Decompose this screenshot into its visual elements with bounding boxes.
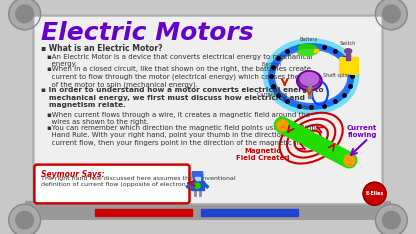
Bar (95, 209, 192, 216)
Circle shape (383, 5, 400, 23)
Bar (25, 201, 391, 220)
Bar (347, 51, 350, 60)
Text: ▪ What is an Electric Motor?: ▪ What is an Electric Motor? (40, 44, 162, 53)
Bar (193, 174, 202, 181)
Circle shape (195, 183, 200, 188)
Ellipse shape (344, 49, 352, 53)
Circle shape (363, 182, 386, 205)
Text: Current flow: Current flow (257, 91, 287, 97)
Ellipse shape (298, 44, 316, 51)
Circle shape (383, 211, 400, 229)
Text: Shaft spins: Shaft spins (324, 73, 351, 78)
Circle shape (9, 204, 40, 234)
Text: Magnetic
Field Created: Magnetic Field Created (236, 148, 290, 161)
Bar (201, 209, 298, 216)
Text: ▪You can remember which direction the magnetic field points using the Right
  Ha: ▪You can remember which direction the ma… (47, 125, 318, 146)
Ellipse shape (299, 71, 320, 87)
Bar (314, 49, 318, 52)
Bar (195, 177, 200, 180)
Text: ▪When in a closed circuit, like that shown on the right, the batteries create
  : ▪When in a closed circuit, like that sho… (47, 66, 318, 88)
Text: Seymour Says:: Seymour Says: (40, 170, 104, 179)
Bar (191, 181, 203, 190)
Text: ▪An Electric Motor is a device that converts electrical energy to mechanical
  e: ▪An Electric Motor is a device that conv… (47, 54, 312, 67)
FancyBboxPatch shape (192, 172, 203, 177)
Text: Battery: Battery (299, 37, 318, 42)
Text: Motor: Motor (300, 105, 315, 110)
Circle shape (16, 211, 33, 229)
Circle shape (9, 0, 40, 30)
Text: ▪When current flows through a wire, it creates a magnetic field around the
  wir: ▪When current flows through a wire, it c… (47, 112, 310, 125)
Text: Electric Motors: Electric Motors (40, 21, 253, 45)
FancyBboxPatch shape (35, 165, 189, 203)
Circle shape (16, 5, 33, 23)
Text: Electron: Electron (261, 62, 282, 67)
Text: Switch: Switch (340, 41, 356, 47)
Bar (307, 84, 311, 99)
Circle shape (376, 204, 407, 234)
Bar (298, 47, 316, 53)
Ellipse shape (297, 71, 322, 91)
Ellipse shape (298, 50, 316, 56)
FancyBboxPatch shape (340, 58, 358, 74)
Circle shape (376, 0, 407, 30)
Text: E-Elles: E-Elles (366, 191, 384, 196)
Text: Current
flowing: Current flowing (347, 125, 377, 139)
FancyBboxPatch shape (33, 16, 383, 204)
Text: ▪ In order to understand how a motor converts electrical energy to
   mechanical: ▪ In order to understand how a motor con… (40, 87, 323, 108)
Text: The right hand rule discussed here assumes the conventional
definition of curren: The right hand rule discussed here assum… (40, 176, 235, 187)
